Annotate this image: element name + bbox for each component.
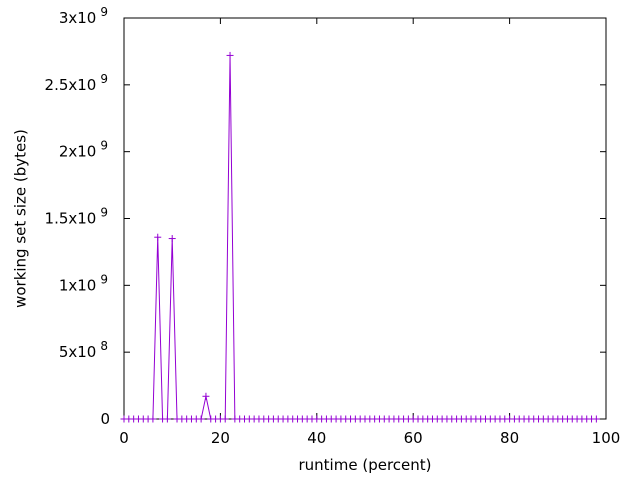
data-point-marker xyxy=(154,233,162,241)
y-tick-exponent: 8 xyxy=(100,339,108,353)
y-tick-mantissa: 1x10 xyxy=(59,276,97,294)
x-tick-labels-group: 0 20 40 60 80 100 xyxy=(119,429,620,447)
data-point-marker xyxy=(197,415,205,423)
markers-group xyxy=(120,51,600,423)
y-tick-label: 5x10 8 xyxy=(59,339,108,361)
data-point-marker xyxy=(221,415,229,423)
series-line xyxy=(124,55,597,420)
y-tick-label: 0 xyxy=(100,410,110,428)
x-axis-label: runtime (percent) xyxy=(299,456,432,474)
y-tick-label: 1.5x10 9 xyxy=(45,206,108,228)
x-tick-label: 80 xyxy=(500,429,519,447)
y-tick-mantissa: 2x10 xyxy=(59,143,97,161)
y-tick-label: 1x10 9 xyxy=(59,272,108,294)
data-point-marker xyxy=(226,51,234,59)
plot-frame xyxy=(123,17,607,420)
y-tick-mantissa: 5x10 xyxy=(59,343,97,361)
data-point-marker xyxy=(168,235,176,243)
x-tick-label: 100 xyxy=(592,429,621,447)
y-tick-exponent: 9 xyxy=(100,72,108,86)
x-tick-label: 0 xyxy=(119,429,129,447)
data-point-marker xyxy=(149,415,157,423)
data-point-marker xyxy=(592,415,600,423)
y-tick-mantissa: 3x10 xyxy=(59,9,97,27)
series-group xyxy=(124,55,597,420)
x-tick-label: 20 xyxy=(211,429,230,447)
y-tick-mantissa: 2.5x10 xyxy=(45,76,97,94)
data-point-marker xyxy=(163,415,171,423)
y-tick-label: 2.5x10 9 xyxy=(45,72,108,94)
y-tick-mantissa: 0 xyxy=(100,410,110,428)
y-tick-exponent: 9 xyxy=(100,206,108,220)
y-tick-exponent: 9 xyxy=(100,272,108,286)
data-point-marker xyxy=(202,392,210,400)
x-tick-label: 40 xyxy=(307,429,326,447)
tick-marks-group xyxy=(123,17,607,420)
x-tick-label: 60 xyxy=(404,429,423,447)
y-tick-label: 2x10 9 xyxy=(59,139,108,161)
y-tick-exponent: 9 xyxy=(100,5,108,19)
y-tick-mantissa: 1.5x10 xyxy=(45,210,97,228)
y-axis-label: working set size (bytes) xyxy=(11,129,29,308)
y-tick-exponent: 9 xyxy=(100,139,108,153)
y-tick-label: 3x10 9 xyxy=(59,5,108,27)
plot-frame-group xyxy=(123,17,607,420)
